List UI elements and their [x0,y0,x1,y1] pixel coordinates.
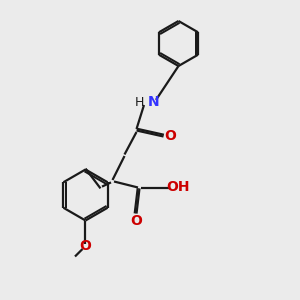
Text: H: H [135,95,144,109]
Text: O: O [80,239,92,253]
Text: N: N [148,95,160,109]
Text: O: O [130,214,142,228]
Text: OH: OH [166,180,190,194]
Text: O: O [164,129,176,143]
